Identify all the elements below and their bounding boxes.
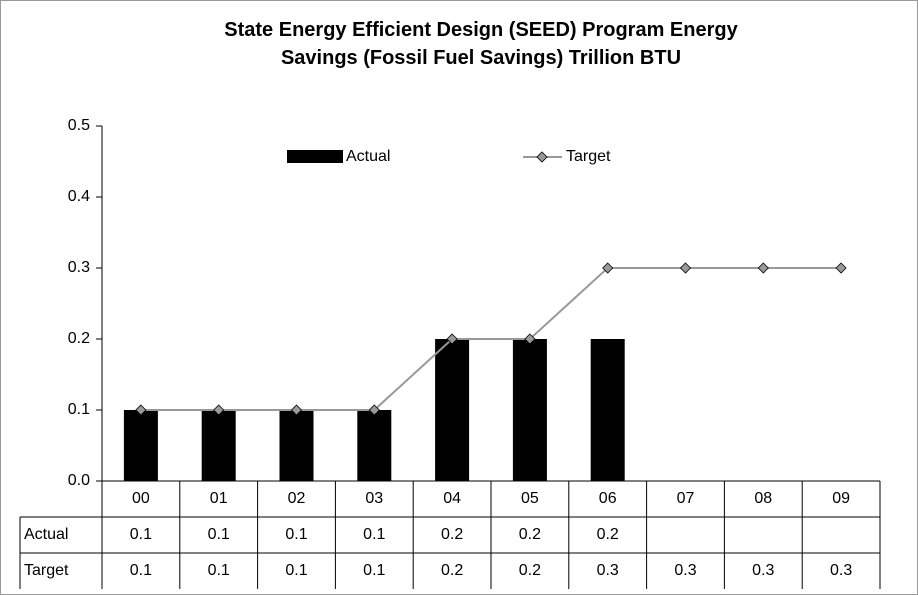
table-value: 0.2 (519, 562, 541, 579)
table-value: 0.3 (830, 562, 852, 579)
bar (201, 410, 236, 481)
table-value: 0.2 (441, 526, 463, 543)
bar (123, 410, 158, 481)
bar (279, 410, 314, 481)
table-value: 0.1 (130, 526, 152, 543)
marker (524, 333, 536, 345)
bar (357, 410, 392, 481)
legend-label: Target (566, 148, 611, 165)
bar (512, 339, 547, 481)
table-value: 0.2 (519, 526, 541, 543)
marker (135, 404, 147, 416)
y-tick-label: 0.1 (68, 401, 90, 418)
x-tick-label: 03 (365, 490, 383, 507)
marker (757, 262, 769, 274)
y-tick-label: 0.2 (68, 330, 90, 347)
marker (446, 333, 458, 345)
y-tick-label: 0.4 (68, 188, 90, 205)
table-value: 0.2 (597, 526, 619, 543)
table-value: 0.1 (208, 562, 230, 579)
marker (602, 262, 614, 274)
legend-label: Actual (346, 148, 390, 165)
marker (213, 404, 225, 416)
x-tick-label: 05 (521, 490, 539, 507)
marker (679, 262, 692, 274)
x-tick-label: 02 (288, 490, 306, 507)
x-tick-label: 00 (132, 490, 150, 507)
table-value: 0.3 (752, 562, 774, 579)
chart-title: State Energy Efficient Design (SEED) Pro… (224, 19, 738, 69)
table-value: 0.2 (441, 562, 463, 579)
x-tick-label: 09 (832, 490, 850, 507)
legend-marker (536, 151, 548, 163)
line (140, 267, 842, 411)
legend-swatch (287, 150, 343, 163)
table-value: 0.1 (130, 562, 152, 579)
marker (835, 262, 847, 274)
table-value: 0.3 (597, 562, 619, 579)
x-tick-label: 01 (210, 490, 228, 507)
table-value: 0.1 (285, 526, 307, 543)
bar (590, 339, 625, 481)
y-tick-label: 0.3 (68, 259, 90, 276)
bar (435, 339, 470, 481)
table-value: 0.1 (208, 526, 230, 543)
marker (368, 404, 380, 416)
y-tick-label: 0.5 (68, 117, 90, 134)
x-tick-label: 08 (754, 490, 772, 507)
x-tick-label: 06 (599, 490, 617, 507)
x-tick-label: 04 (443, 490, 461, 507)
table-value: 0.3 (674, 562, 696, 579)
table-value: 0.1 (285, 562, 307, 579)
table-row-label: Actual (24, 526, 68, 543)
marker (290, 404, 303, 416)
table-row-label: Target (24, 562, 69, 579)
y-tick-label: 0.0 (68, 472, 90, 489)
table-value: 0.1 (363, 562, 385, 579)
table-value: 0.1 (363, 526, 385, 543)
x-tick-label: 07 (677, 490, 695, 507)
